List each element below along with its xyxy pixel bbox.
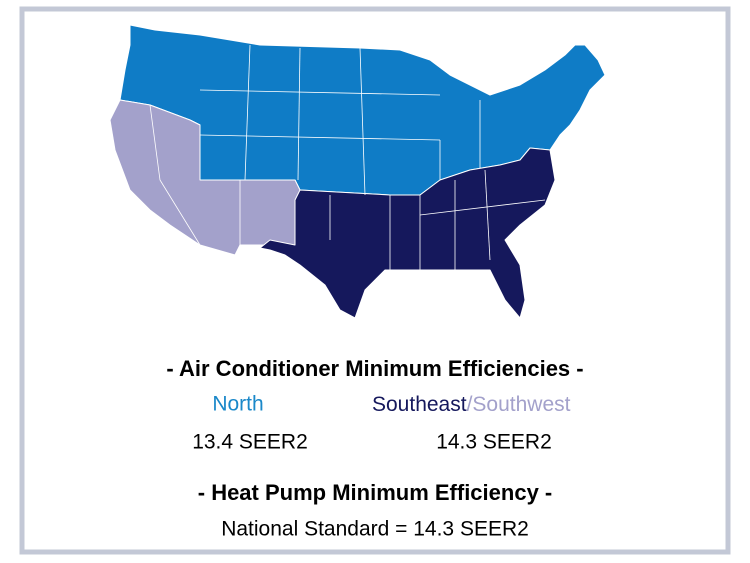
north-rating: 13.4 SEER2 xyxy=(192,431,308,454)
south-label: Southeast/Southwest xyxy=(372,393,571,416)
north-label: North xyxy=(212,393,263,416)
hp-standard: National Standard = 14.3 SEER2 xyxy=(221,518,529,541)
southeast-label: Southeast xyxy=(372,393,467,416)
state-line xyxy=(199,134,441,141)
state-line xyxy=(244,44,251,181)
southwest-label: /Southwest xyxy=(467,393,571,416)
southeast-region xyxy=(259,147,556,319)
state-lines xyxy=(149,44,546,270)
state-line xyxy=(149,104,201,246)
state-line xyxy=(359,47,366,196)
south-rating: 14.3 SEER2 xyxy=(436,431,552,454)
ac-title: - Air Conditioner Minimum Efficiencies - xyxy=(166,356,583,381)
state-line xyxy=(199,89,441,96)
us-map xyxy=(109,24,606,319)
state-line xyxy=(484,169,491,261)
hp-title: - Heat Pump Minimum Efficiency - xyxy=(198,480,553,505)
state-line xyxy=(419,199,546,216)
state-line xyxy=(297,47,301,181)
